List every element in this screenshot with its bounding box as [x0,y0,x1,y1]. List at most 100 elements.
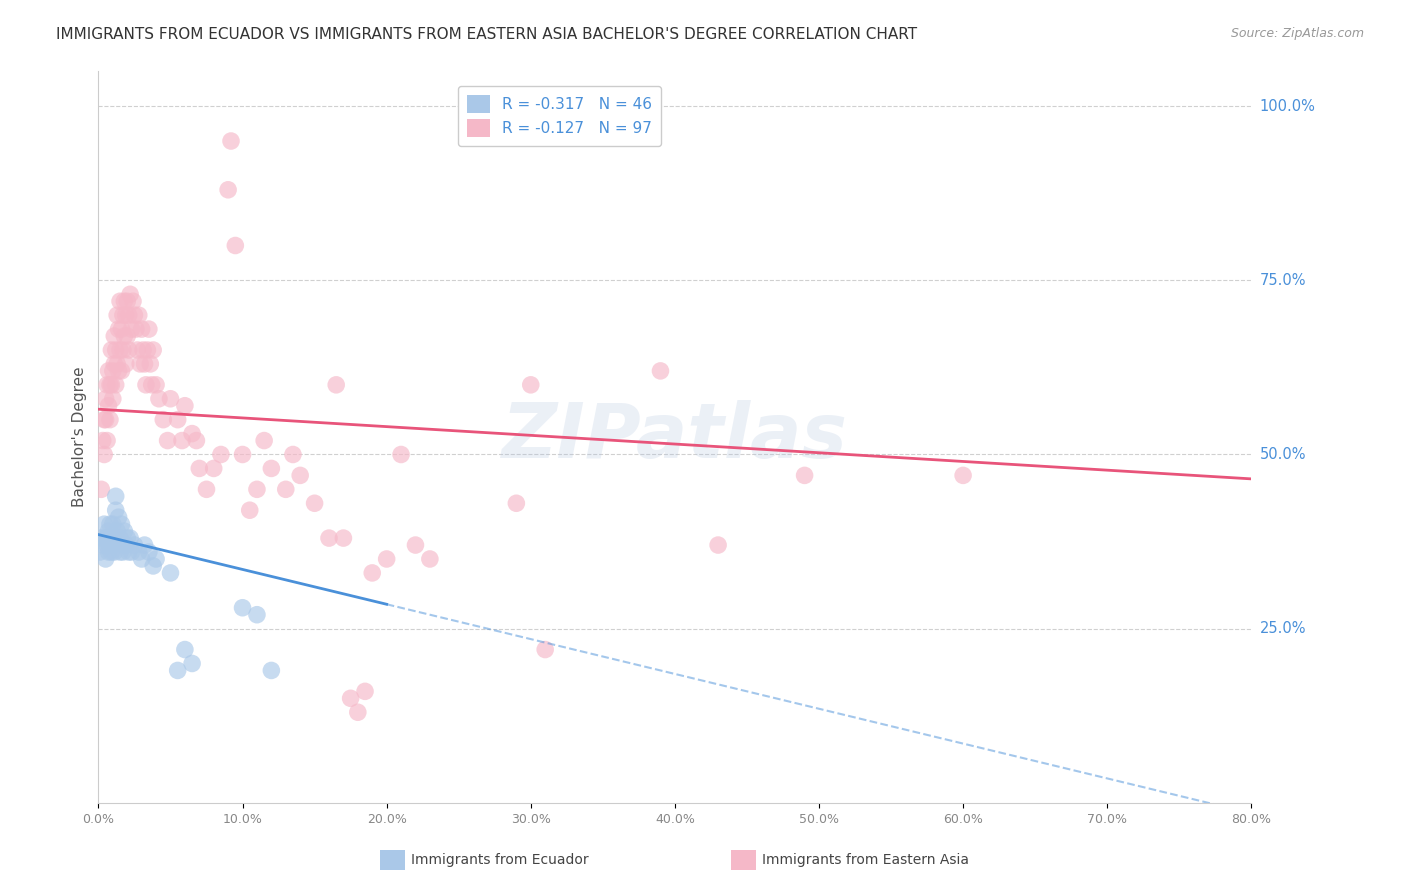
Point [174,399,197,413]
Point [419,552,441,566]
Point [104,377,127,392]
Point [346,705,368,719]
Point [156,434,179,448]
Point [100,377,122,392]
Point [104,343,127,357]
Point [209,448,232,462]
Point [281,448,304,462]
Point [96,538,118,552]
Point [98,517,121,532]
Point [97,524,120,538]
Point [405,538,427,552]
Point [650,364,672,378]
Point [145,377,167,392]
Point [101,538,124,552]
Point [793,468,815,483]
Point [707,538,730,552]
Text: Immigrants from Ecuador: Immigrants from Ecuador [411,853,588,867]
Point [121,322,143,336]
Point [117,294,138,309]
Point [239,503,262,517]
Point [110,322,132,336]
Point [231,600,254,615]
Point [181,657,204,671]
Point [170,434,193,448]
Point [131,322,153,336]
Point [101,392,124,406]
Point [260,461,283,475]
Point [124,308,146,322]
Point [108,531,131,545]
Point [103,545,125,559]
Point [100,343,122,357]
Text: Immigrants from Eastern Asia: Immigrants from Eastern Asia [762,853,969,867]
Y-axis label: Bachelor's Degree: Bachelor's Degree [72,367,87,508]
Point [111,343,134,357]
Point [124,538,146,552]
Point [103,329,125,343]
Point [110,364,132,378]
Point [94,531,117,545]
Point [246,483,269,497]
Point [94,392,117,406]
Point [952,468,974,483]
Point [112,329,135,343]
Point [134,538,156,552]
Text: ZIPatlas: ZIPatlas [502,401,848,474]
Point [114,538,136,552]
Point [505,496,527,510]
Point [354,684,377,698]
Point [111,545,134,559]
Point [108,294,131,309]
Point [103,531,125,545]
Point [107,322,129,336]
Point [105,308,128,322]
Point [231,448,254,462]
Point [166,664,188,678]
Point [195,483,218,497]
Point [129,357,152,371]
Text: 50.0%: 50.0% [1260,447,1306,462]
Point [290,468,312,483]
Point [101,364,124,378]
Point [93,448,115,462]
Point [114,357,136,371]
Point [148,392,170,406]
Point [93,517,115,532]
Point [97,364,120,378]
Point [219,134,242,148]
Point [246,607,269,622]
Point [138,545,160,559]
Point [375,552,398,566]
Point [174,642,197,657]
Point [520,377,543,392]
Point [107,364,129,378]
Point [159,566,181,580]
Point [186,434,208,448]
Point [159,392,181,406]
Point [166,412,188,426]
Point [389,448,412,462]
Point [107,510,129,524]
Point [120,287,142,301]
Point [103,357,125,371]
Point [100,545,122,559]
Point [125,322,148,336]
Point [120,531,142,545]
Point [94,552,117,566]
Point [332,531,354,545]
Point [112,524,135,538]
Point [97,399,120,413]
Point [128,545,150,559]
Point [127,343,149,357]
Point [118,545,141,559]
Point [100,531,122,545]
Point [339,691,361,706]
Point [217,183,239,197]
Point [91,538,114,552]
Point [89,545,111,559]
Point [138,322,160,336]
Point [361,566,384,580]
Point [122,294,145,309]
Point [114,308,136,322]
